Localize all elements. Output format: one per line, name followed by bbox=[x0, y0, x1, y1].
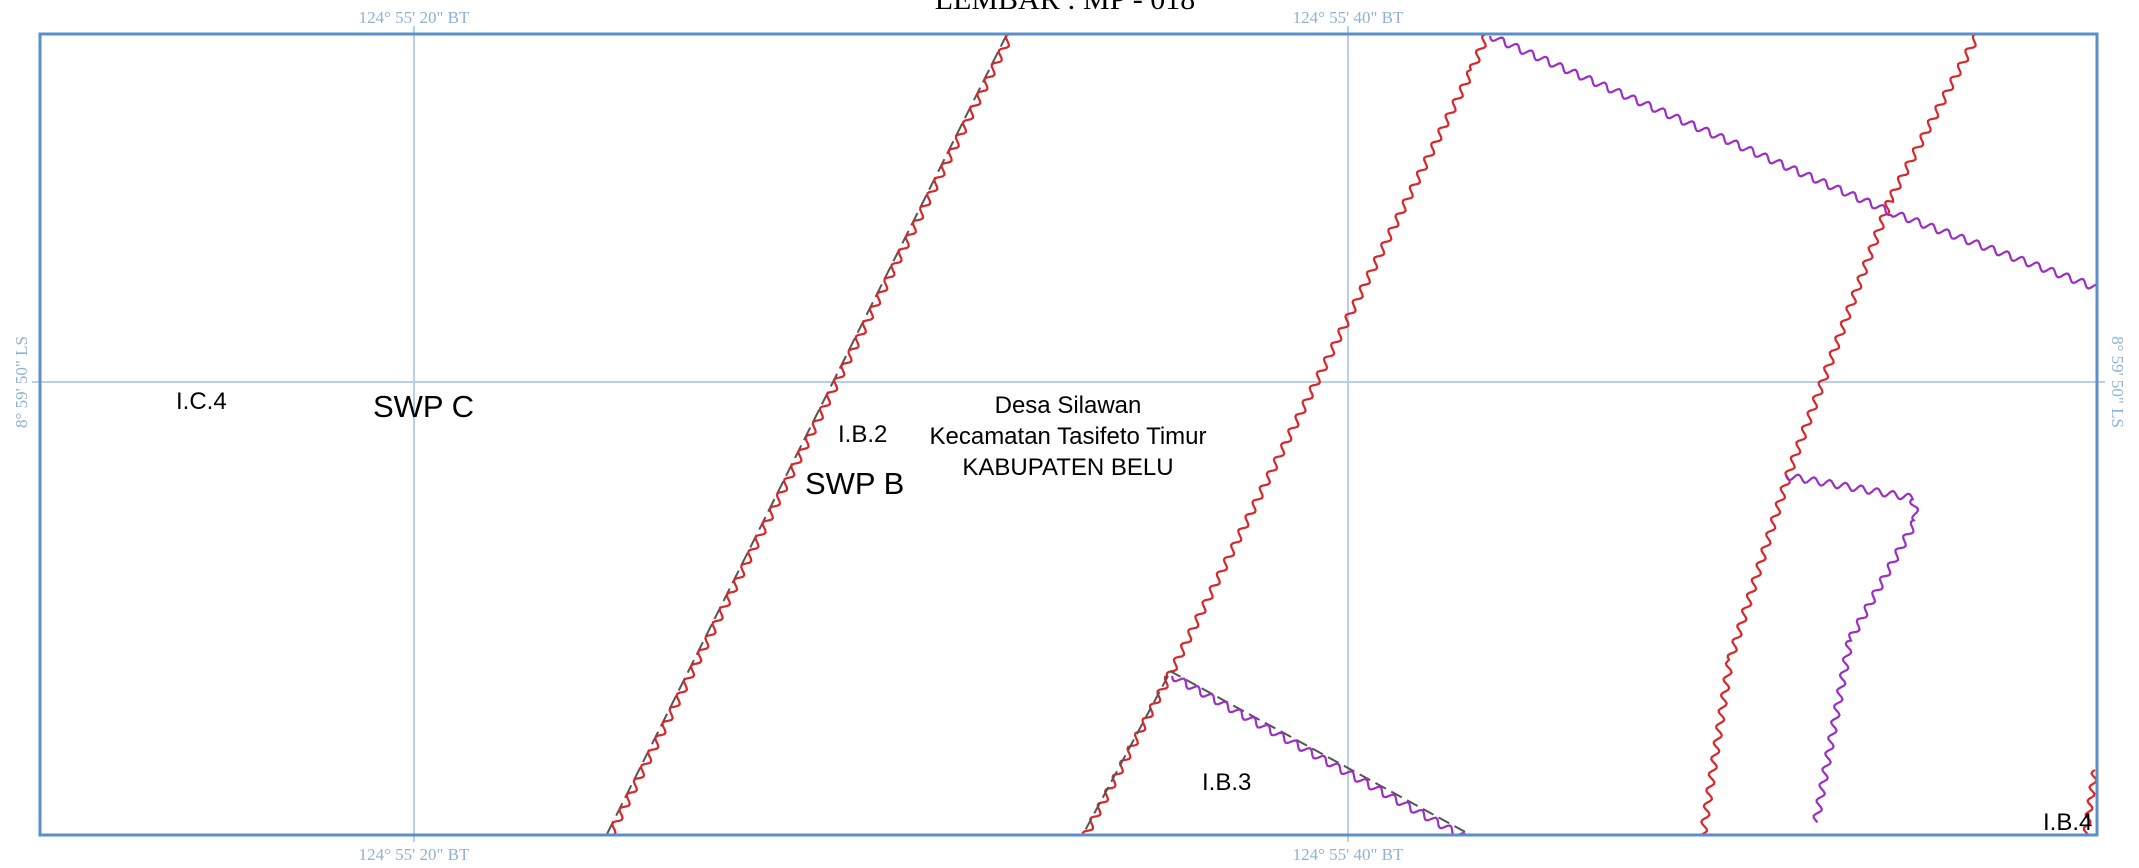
village-boundary-line-center bbox=[1081, 34, 1488, 835]
boundary-layer bbox=[605, 34, 2097, 835]
parcel-boundary-line-bottom bbox=[1170, 675, 1467, 835]
village-boundary-line-center-dashed bbox=[1081, 675, 1169, 835]
zone-label-ib4: I.B.4 bbox=[2043, 809, 2092, 836]
map-frame bbox=[38, 32, 2099, 837]
coord-label-top-right: 124° 55' 40" BT bbox=[1293, 8, 1404, 27]
swp-label-b: SWP B bbox=[805, 466, 904, 501]
coord-label-right-lat: 8° 59' 50" LS bbox=[2108, 336, 2127, 428]
swp-boundary-line bbox=[607, 34, 1012, 835]
parcel-boundary-line-right bbox=[1785, 473, 1920, 824]
regency-name: KABUPATEN BELU bbox=[962, 454, 1173, 481]
village-boundary-line-right bbox=[1699, 34, 1979, 835]
swp-label-c: SWP C bbox=[373, 389, 474, 424]
sheet-title: LEMBAR : MP - 018 bbox=[935, 0, 1196, 16]
district-name: Kecamatan Tasifeto Timur bbox=[929, 423, 1206, 450]
parcel-boundary-line-bottom-dashed bbox=[1169, 670, 1470, 835]
coord-label-left-lat: 8° 59' 50" LS bbox=[12, 336, 31, 428]
zone-label-ib2: I.B.2 bbox=[838, 421, 887, 448]
coord-label-top-left: 124° 55' 20" BT bbox=[359, 8, 470, 27]
parcel-boundary-line-top bbox=[1488, 35, 2097, 290]
village-name: Desa Silawan bbox=[995, 392, 1142, 419]
graticule bbox=[32, 26, 2105, 842]
zone-label-ib3: I.B.3 bbox=[1202, 769, 1251, 796]
zone-label-ic4: I.C.4 bbox=[176, 388, 227, 415]
coord-label-bottom-right: 124° 55' 40" BT bbox=[1293, 845, 1404, 864]
coord-label-bottom-left: 124° 55' 20" BT bbox=[359, 845, 470, 864]
